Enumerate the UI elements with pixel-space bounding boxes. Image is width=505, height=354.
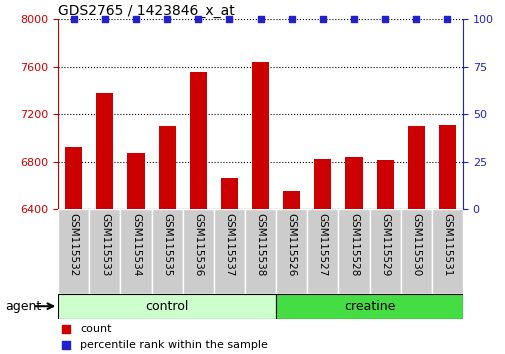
- Bar: [314, 159, 331, 209]
- Bar: [182, 209, 214, 294]
- Point: [442, 17, 450, 22]
- Bar: [65, 147, 82, 209]
- Point: [163, 17, 171, 22]
- Text: GSM115530: GSM115530: [411, 213, 421, 276]
- Point: [100, 17, 109, 22]
- Bar: [221, 178, 237, 209]
- Text: count: count: [80, 324, 112, 333]
- Point: [62, 342, 70, 348]
- Point: [256, 17, 264, 22]
- Bar: [307, 209, 338, 294]
- Bar: [276, 294, 462, 319]
- Bar: [283, 191, 299, 209]
- Bar: [58, 209, 89, 294]
- Bar: [400, 209, 431, 294]
- Point: [194, 17, 202, 22]
- Text: GSM115534: GSM115534: [131, 213, 141, 276]
- Point: [380, 17, 388, 22]
- Bar: [127, 153, 144, 209]
- Point: [225, 17, 233, 22]
- Point: [287, 17, 295, 22]
- Bar: [189, 72, 207, 209]
- Text: GSM115532: GSM115532: [69, 213, 79, 276]
- Point: [412, 17, 420, 22]
- Text: GDS2765 / 1423846_x_at: GDS2765 / 1423846_x_at: [58, 5, 234, 18]
- Bar: [345, 157, 362, 209]
- Bar: [369, 209, 400, 294]
- Bar: [376, 160, 393, 209]
- Bar: [96, 93, 113, 209]
- Text: control: control: [145, 300, 188, 313]
- Text: GSM115526: GSM115526: [286, 213, 296, 276]
- Bar: [214, 209, 244, 294]
- Point: [132, 17, 140, 22]
- Text: percentile rank within the sample: percentile rank within the sample: [80, 340, 268, 350]
- Point: [349, 17, 358, 22]
- Text: GSM115527: GSM115527: [317, 213, 327, 276]
- Point: [62, 326, 70, 331]
- Bar: [244, 209, 276, 294]
- Bar: [158, 126, 175, 209]
- Text: GSM115538: GSM115538: [255, 213, 265, 276]
- Bar: [120, 209, 152, 294]
- Text: GSM115531: GSM115531: [441, 213, 451, 276]
- Text: GSM115537: GSM115537: [224, 213, 234, 276]
- Bar: [251, 62, 269, 209]
- Bar: [276, 209, 307, 294]
- Bar: [89, 209, 120, 294]
- Bar: [431, 209, 462, 294]
- Text: GSM115529: GSM115529: [379, 213, 389, 276]
- Point: [70, 17, 78, 22]
- Text: GSM115533: GSM115533: [99, 213, 110, 276]
- Text: agent: agent: [5, 300, 41, 313]
- Text: GSM115535: GSM115535: [162, 213, 172, 276]
- Text: creatine: creatine: [343, 300, 394, 313]
- Bar: [338, 209, 369, 294]
- Text: GSM115536: GSM115536: [193, 213, 203, 276]
- Bar: [152, 209, 182, 294]
- Bar: [407, 126, 424, 209]
- Text: GSM115528: GSM115528: [348, 213, 358, 276]
- Point: [318, 17, 326, 22]
- Bar: [58, 294, 276, 319]
- Bar: [438, 125, 455, 209]
